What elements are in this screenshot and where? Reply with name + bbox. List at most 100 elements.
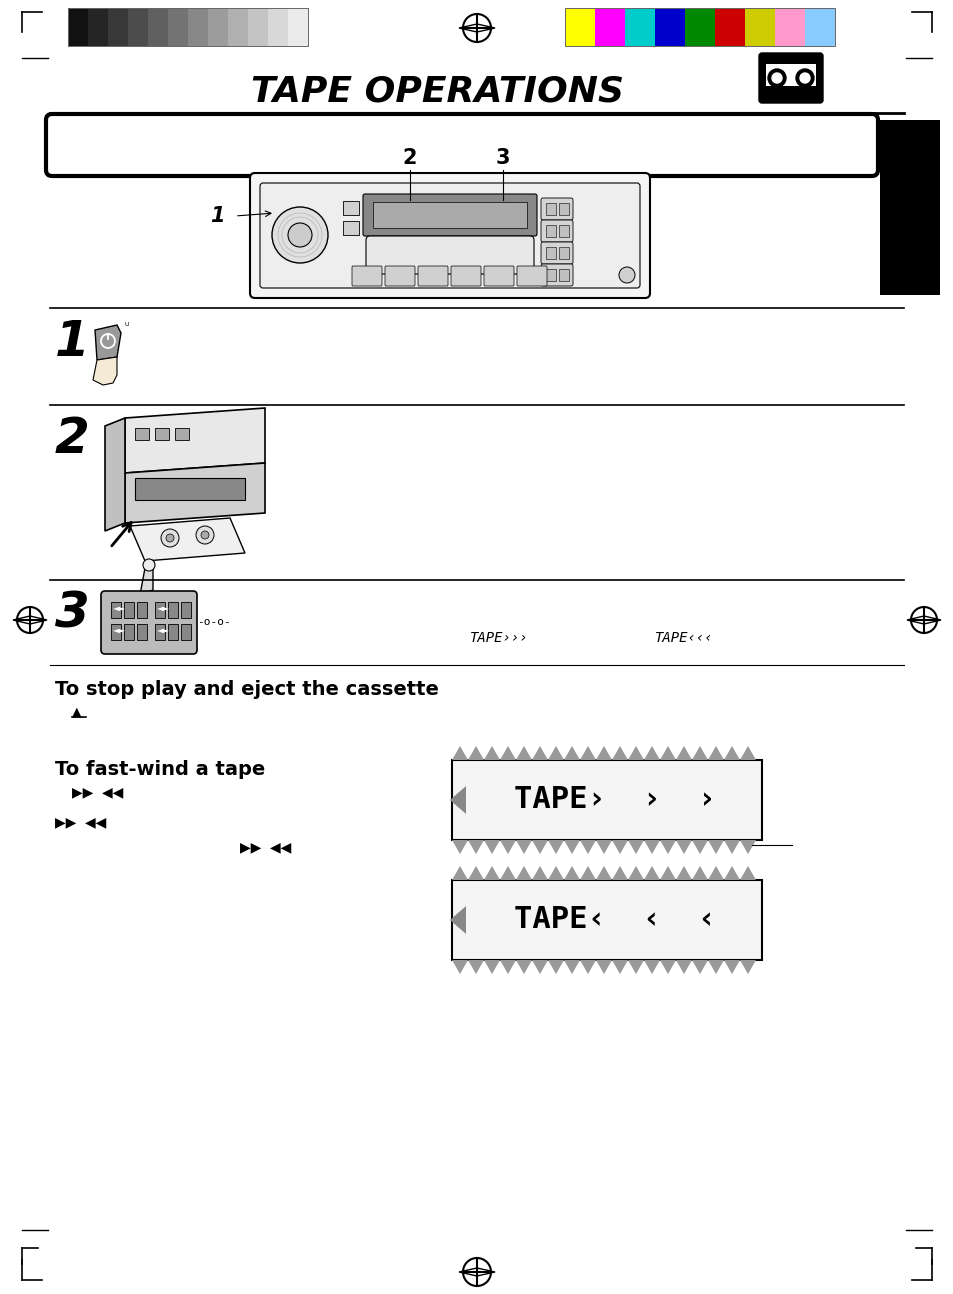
Bar (564, 8, 834, 47)
Text: ◄►: ◄► (112, 625, 126, 634)
Bar (154, 428, 169, 440)
Polygon shape (468, 840, 483, 854)
FancyBboxPatch shape (540, 264, 573, 286)
Polygon shape (627, 840, 643, 854)
Polygon shape (659, 866, 676, 880)
FancyBboxPatch shape (417, 267, 448, 286)
Polygon shape (532, 747, 547, 760)
Polygon shape (740, 747, 755, 760)
Bar (168, 624, 178, 641)
Polygon shape (707, 960, 723, 974)
Text: ◄►: ◄► (157, 603, 170, 612)
Bar (188, 8, 208, 47)
Bar (744, 8, 774, 47)
Polygon shape (452, 747, 468, 760)
FancyBboxPatch shape (517, 267, 546, 286)
Polygon shape (468, 960, 483, 974)
Bar (124, 602, 133, 619)
Polygon shape (659, 960, 676, 974)
Polygon shape (627, 747, 643, 760)
Bar (684, 8, 714, 47)
Text: ◄►: ◄► (157, 625, 170, 634)
Polygon shape (105, 418, 125, 531)
Circle shape (771, 72, 781, 83)
Polygon shape (707, 747, 723, 760)
Bar (68, 8, 308, 47)
Text: TAPE›  ›  ›: TAPE› › › (514, 785, 716, 814)
FancyBboxPatch shape (483, 267, 514, 286)
FancyBboxPatch shape (352, 267, 381, 286)
Polygon shape (450, 785, 465, 814)
Polygon shape (740, 866, 755, 880)
Polygon shape (532, 960, 547, 974)
Bar (108, 8, 128, 47)
Text: 1: 1 (55, 318, 90, 366)
Polygon shape (483, 840, 499, 854)
Polygon shape (563, 866, 579, 880)
Circle shape (288, 223, 312, 247)
Bar (248, 8, 268, 47)
Text: TAPE›››: TAPE››› (470, 631, 528, 644)
Polygon shape (643, 960, 659, 974)
Polygon shape (643, 866, 659, 880)
Bar (373, 202, 526, 228)
Polygon shape (468, 747, 483, 760)
Bar (452, 880, 761, 960)
FancyBboxPatch shape (363, 194, 537, 236)
Text: TAPE‹‹‹: TAPE‹‹‹ (655, 631, 713, 644)
Circle shape (272, 207, 328, 263)
Polygon shape (499, 840, 516, 854)
Polygon shape (563, 960, 579, 974)
Circle shape (795, 69, 813, 87)
Polygon shape (563, 840, 579, 854)
Circle shape (161, 529, 179, 547)
Polygon shape (516, 960, 532, 974)
Bar (181, 624, 191, 641)
Polygon shape (130, 518, 245, 562)
Bar (804, 8, 834, 47)
Polygon shape (532, 840, 547, 854)
Text: TAPE OPERATIONS: TAPE OPERATIONS (252, 75, 624, 109)
Polygon shape (579, 840, 596, 854)
Polygon shape (612, 840, 627, 854)
Bar (154, 624, 165, 641)
Polygon shape (516, 866, 532, 880)
Bar (168, 602, 178, 619)
FancyBboxPatch shape (46, 114, 877, 176)
Polygon shape (612, 960, 627, 974)
Polygon shape (516, 840, 532, 854)
Bar (452, 880, 761, 960)
Bar (343, 201, 358, 215)
FancyBboxPatch shape (101, 591, 196, 653)
Polygon shape (691, 960, 707, 974)
Polygon shape (92, 357, 117, 386)
Bar (137, 624, 147, 641)
FancyBboxPatch shape (451, 267, 480, 286)
Text: TAPE‹  ‹  ‹: TAPE‹ ‹ ‹ (514, 906, 716, 934)
Bar (168, 8, 188, 47)
Bar (879, 120, 939, 295)
Polygon shape (659, 840, 676, 854)
Polygon shape (643, 747, 659, 760)
Bar (545, 247, 556, 259)
Polygon shape (499, 866, 516, 880)
Bar (135, 477, 245, 499)
Bar (774, 8, 804, 47)
Polygon shape (125, 408, 265, 474)
Circle shape (767, 69, 785, 87)
Bar (137, 602, 147, 619)
Polygon shape (596, 747, 612, 760)
Bar (714, 8, 744, 47)
FancyBboxPatch shape (260, 182, 639, 289)
Circle shape (166, 534, 173, 542)
Bar (765, 63, 815, 92)
FancyBboxPatch shape (540, 242, 573, 264)
Polygon shape (596, 960, 612, 974)
Polygon shape (547, 840, 563, 854)
Text: ◄►: ◄► (112, 603, 126, 612)
Bar (88, 8, 108, 47)
Circle shape (618, 267, 635, 283)
Polygon shape (563, 747, 579, 760)
Text: ▶▶  ◀◀: ▶▶ ◀◀ (55, 815, 106, 829)
Polygon shape (691, 866, 707, 880)
